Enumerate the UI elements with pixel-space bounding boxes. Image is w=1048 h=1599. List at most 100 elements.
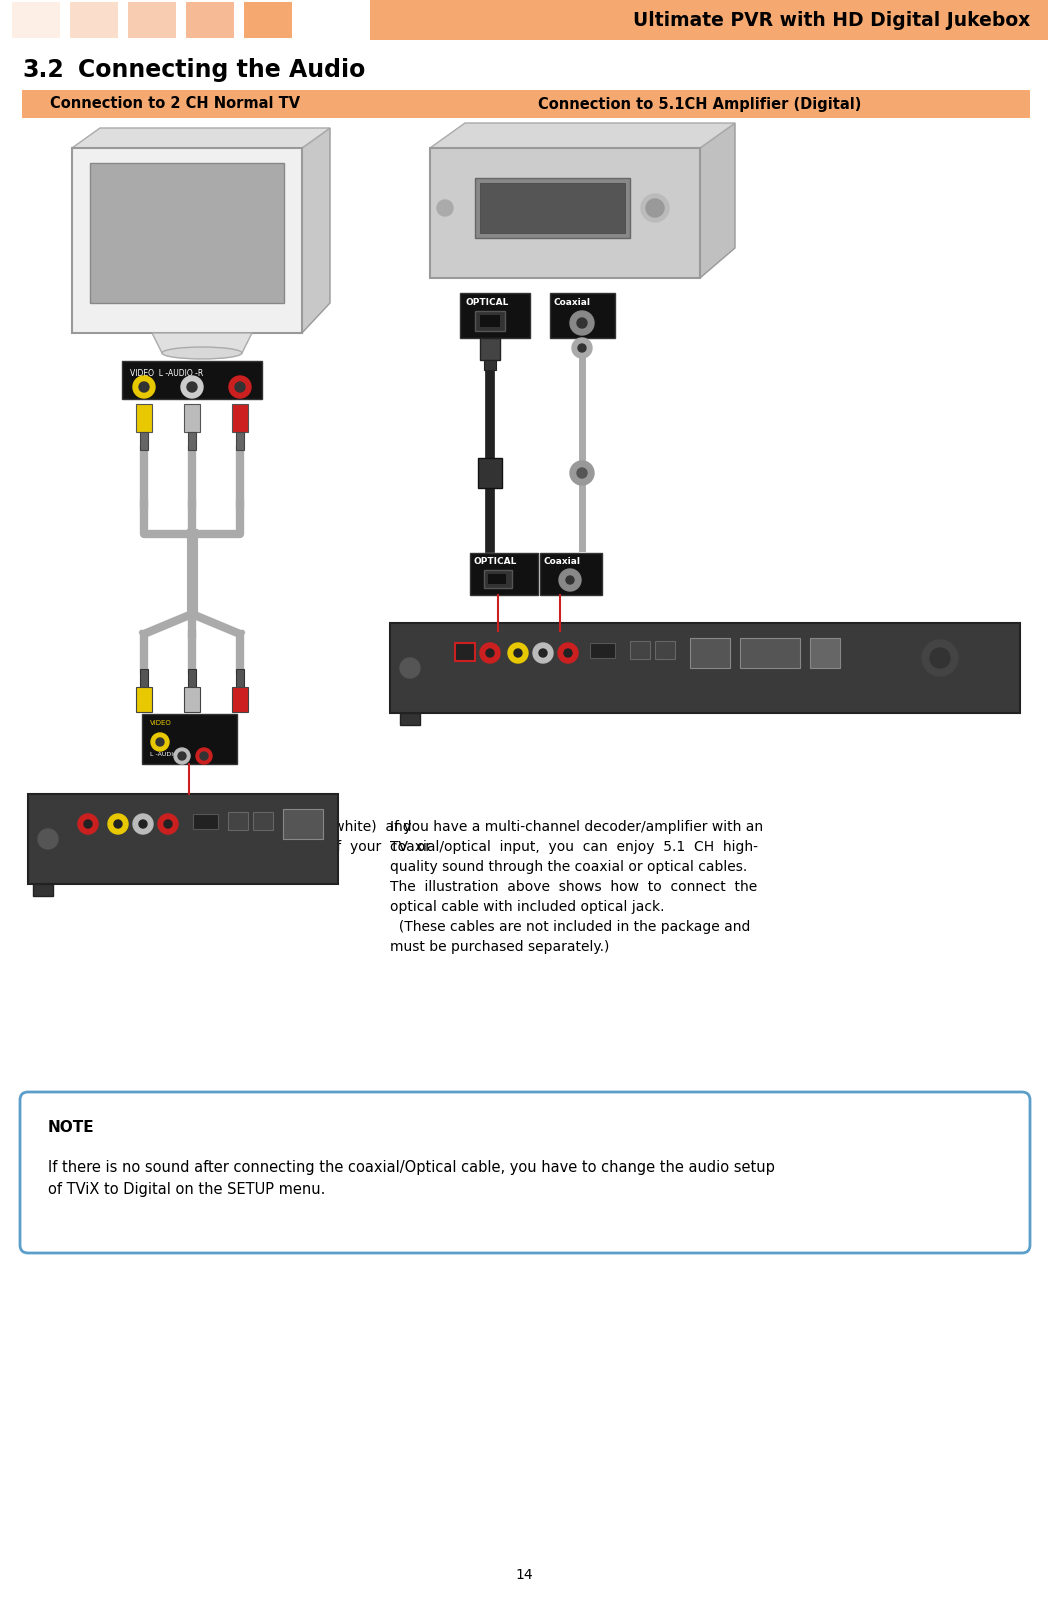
Circle shape xyxy=(178,752,185,760)
Bar xyxy=(185,2,234,38)
Text: VIDEO: VIDEO xyxy=(150,720,172,726)
Bar xyxy=(283,809,323,839)
Circle shape xyxy=(566,576,574,584)
Circle shape xyxy=(437,200,453,216)
Bar xyxy=(188,668,196,688)
Bar xyxy=(390,624,1020,713)
Bar xyxy=(455,643,475,660)
Bar xyxy=(90,163,284,302)
Circle shape xyxy=(139,382,149,392)
Bar xyxy=(188,432,196,449)
Circle shape xyxy=(570,461,594,484)
Circle shape xyxy=(577,318,587,328)
Bar xyxy=(140,668,148,688)
Bar xyxy=(22,90,1030,118)
Bar xyxy=(590,643,615,659)
Circle shape xyxy=(533,643,553,664)
Circle shape xyxy=(539,649,547,657)
Bar xyxy=(140,432,148,449)
Bar xyxy=(193,814,218,828)
Text: OPTICAL: OPTICAL xyxy=(465,297,508,307)
Bar xyxy=(184,688,200,712)
Bar xyxy=(690,638,730,668)
Text: If there is no sound after connecting the coaxial/Optical cable, you have to cha: If there is no sound after connecting th… xyxy=(48,1159,774,1198)
Bar xyxy=(430,149,700,278)
Bar xyxy=(236,668,244,688)
Polygon shape xyxy=(152,333,252,353)
Text: OPTICAL: OPTICAL xyxy=(474,556,518,566)
Bar xyxy=(475,177,630,238)
Polygon shape xyxy=(72,128,330,149)
Circle shape xyxy=(133,376,155,398)
Circle shape xyxy=(139,820,147,828)
Bar xyxy=(478,457,502,488)
Circle shape xyxy=(235,382,245,392)
Circle shape xyxy=(108,814,128,835)
Polygon shape xyxy=(302,128,330,333)
Text: Coaxial: Coaxial xyxy=(553,297,590,307)
Circle shape xyxy=(572,337,592,358)
Circle shape xyxy=(114,820,122,828)
Bar xyxy=(400,713,420,724)
Text: If you have a multi-channel decoder/amplifier with an
coaxial/optical  input,  y: If you have a multi-channel decoder/ampl… xyxy=(390,820,763,955)
Bar xyxy=(370,0,1048,40)
Circle shape xyxy=(181,376,203,398)
Text: 14: 14 xyxy=(516,1569,532,1581)
Circle shape xyxy=(38,828,58,849)
Circle shape xyxy=(570,310,594,336)
Text: NOTE: NOTE xyxy=(48,1119,94,1135)
Polygon shape xyxy=(700,123,735,278)
Text: Coaxial: Coaxial xyxy=(543,556,580,566)
Bar xyxy=(475,310,505,331)
Bar xyxy=(136,405,152,432)
Bar xyxy=(32,884,53,895)
Bar xyxy=(122,361,262,400)
Circle shape xyxy=(163,820,172,828)
Circle shape xyxy=(174,748,190,764)
Bar xyxy=(460,293,530,337)
Text: Connection to 2 CH Normal TV: Connection to 2 CH Normal TV xyxy=(50,96,300,112)
Circle shape xyxy=(230,376,252,398)
Text: Ultimate PVR with HD Digital Jukebox: Ultimate PVR with HD Digital Jukebox xyxy=(633,11,1030,29)
Bar xyxy=(12,2,60,38)
Circle shape xyxy=(641,193,669,222)
Text: 3.2: 3.2 xyxy=(22,58,64,82)
FancyBboxPatch shape xyxy=(20,1092,1030,1254)
Text: VIDEO  L -AUDIO -R: VIDEO L -AUDIO -R xyxy=(130,369,203,377)
Circle shape xyxy=(196,748,212,764)
Bar xyxy=(655,641,675,659)
Bar xyxy=(236,432,244,449)
Circle shape xyxy=(559,569,581,592)
Circle shape xyxy=(133,814,153,835)
Bar xyxy=(244,2,292,38)
Text: Connect  the  two  audio  cables,  the  left  (white)  and
right  (red),  to  th: Connect the two audio cables, the left (… xyxy=(28,820,431,875)
Bar xyxy=(480,315,500,328)
Circle shape xyxy=(514,649,522,657)
Bar xyxy=(480,182,625,233)
Bar xyxy=(228,812,248,830)
Ellipse shape xyxy=(162,347,242,360)
Bar xyxy=(484,360,496,369)
Circle shape xyxy=(577,469,587,478)
Bar xyxy=(470,553,538,595)
Bar xyxy=(630,641,650,659)
Circle shape xyxy=(151,732,169,752)
Bar xyxy=(740,638,800,668)
Bar xyxy=(550,293,615,337)
Bar xyxy=(232,688,248,712)
Circle shape xyxy=(480,643,500,664)
Bar xyxy=(128,2,176,38)
Bar xyxy=(810,638,840,668)
Circle shape xyxy=(486,649,494,657)
Circle shape xyxy=(158,814,178,835)
Circle shape xyxy=(646,198,664,217)
Bar xyxy=(488,574,506,584)
Text: Connecting the Audio: Connecting the Audio xyxy=(78,58,366,82)
Bar xyxy=(72,149,302,333)
Circle shape xyxy=(578,344,586,352)
Circle shape xyxy=(400,659,420,678)
Bar xyxy=(540,553,602,595)
Polygon shape xyxy=(430,123,735,149)
Circle shape xyxy=(564,649,572,657)
Bar xyxy=(184,405,200,432)
